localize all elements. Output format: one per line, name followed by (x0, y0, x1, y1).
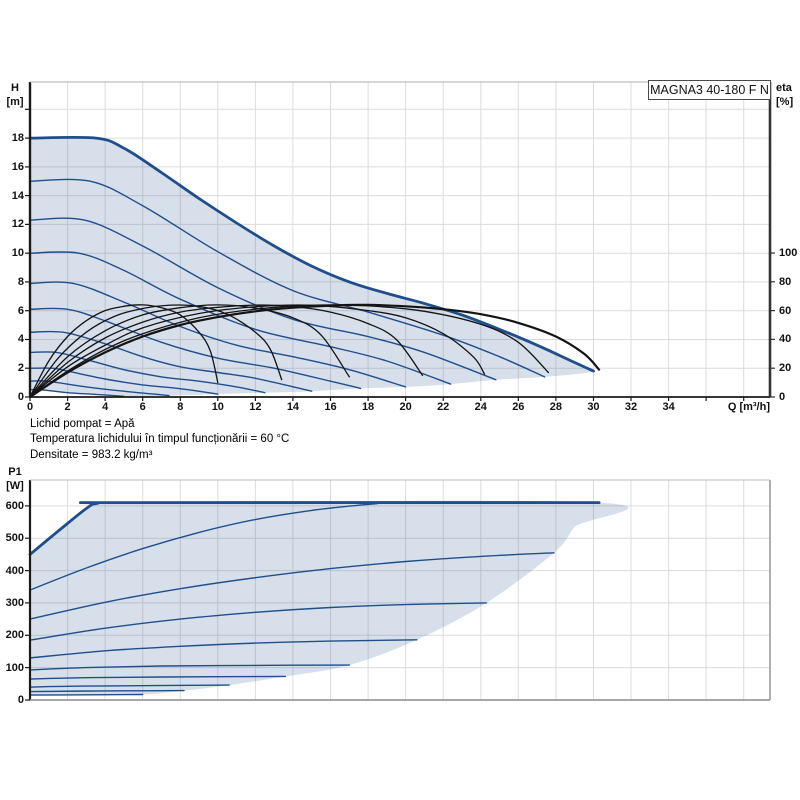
tick-label: 100 (5, 661, 24, 674)
tick-label: 28 (549, 401, 562, 413)
tick-label: 300 (5, 596, 24, 609)
tick-label: 6 (17, 304, 24, 317)
tick-label: 32 (624, 401, 638, 413)
tick-label: 12 (249, 401, 262, 413)
tick-label: 0 (26, 401, 34, 413)
tick-label: 18 (11, 132, 24, 145)
tick-label: 6 (139, 401, 146, 413)
tick-label: 2 (64, 401, 71, 413)
liquid-temperature-line: Temperatura lichidului în timpul funcțio… (30, 433, 290, 446)
pumped-liquid-line: Lichid pompat = Apă (30, 418, 135, 430)
p1-axis-label: P1 (8, 466, 22, 478)
tick-label: 80 (779, 275, 792, 288)
tick-label: 60 (779, 304, 792, 317)
tick-label: 400 (5, 564, 24, 577)
liquid-info-block: Lichid pompat = Apă Temperatura lichidul… (30, 417, 289, 463)
tick-label: 24 (474, 401, 487, 413)
tick-label: 500 (5, 532, 24, 545)
tick-label: 20 (779, 362, 792, 375)
tick-label: 0 (779, 391, 786, 403)
tick-label: 0 (17, 694, 24, 706)
tick-label: 10 (11, 247, 24, 260)
tick-label: 4 (102, 401, 109, 413)
tick-label: 14 (11, 189, 24, 202)
tick-label: 16 (324, 401, 337, 413)
tick-label: 600 (5, 499, 24, 512)
tick-label: 0 (17, 391, 24, 403)
eta-axis-unit-label: [%] (776, 96, 794, 108)
tick-label: 8 (177, 401, 184, 413)
pump-model-label: MAGNA3 40-180 F N (648, 80, 771, 100)
tick-label: 22 (437, 401, 450, 413)
eta-axis-label: eta (776, 82, 792, 94)
q-axis-label: Q [m³/h] (727, 401, 770, 413)
density-line: Densitate = 983.2 kg/m³ (30, 448, 153, 461)
tick-label: 12 (11, 218, 24, 231)
p1-axis-unit-label: [W] (6, 480, 24, 492)
tick-label: 4 (17, 333, 24, 346)
tick-label: 16 (11, 160, 24, 173)
tick-label: 18 (361, 401, 375, 413)
tick-label: 14 (286, 401, 300, 413)
tick-label: 200 (5, 629, 24, 642)
tick-label: 8 (17, 275, 24, 288)
h-axis-label: H (11, 82, 19, 94)
tick-label: 30 (587, 401, 600, 413)
tick-label: 40 (779, 333, 792, 346)
tick-label: 2 (17, 362, 24, 375)
tick-label: 34 (662, 401, 675, 413)
tick-label: 26 (512, 401, 525, 413)
tick-label: 20 (399, 401, 412, 413)
h-axis-unit-label: [m] (6, 96, 24, 108)
tick-label: 100 (779, 247, 798, 260)
tick-label: 10 (211, 401, 224, 413)
